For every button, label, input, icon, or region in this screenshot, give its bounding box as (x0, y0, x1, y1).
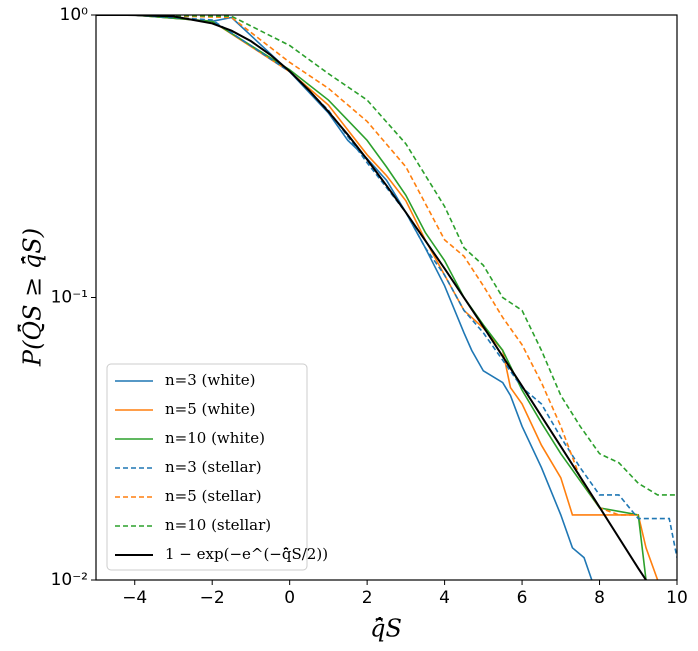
x-tick-label: 0 (284, 588, 295, 608)
plot-lines (96, 15, 677, 580)
series-line (96, 15, 647, 580)
legend-label: n=10 (stellar) (165, 516, 271, 534)
x-tick-label: 2 (362, 588, 373, 608)
legend-label: n=10 (white) (165, 429, 265, 447)
legend-box (106, 363, 308, 571)
legend-label: 1 − exp(−e^(−q̂̄S/2)) (165, 545, 328, 563)
legend-label: n=3 (white) (165, 371, 255, 389)
legend-label: n=5 (stellar) (165, 487, 262, 505)
x-tick-label: 10 (666, 588, 688, 608)
y-tick-label: 10⁻² (51, 570, 88, 590)
series-line (96, 15, 659, 580)
x-axis-label: q̂̄S (370, 615, 402, 643)
x-tick-label: 8 (594, 588, 605, 608)
y-tick-label: 10⁰ (60, 5, 89, 25)
x-tick-label: −2 (200, 588, 225, 608)
x-tick-label: 4 (439, 588, 450, 608)
legend-label: n=5 (white) (165, 400, 255, 418)
legend-label: n=3 (stellar) (165, 458, 262, 476)
x-tick-label: 6 (517, 588, 528, 608)
series-line (96, 15, 647, 580)
x-tick-label: −4 (122, 588, 147, 608)
y-axis-label: P(Q̂̄S ≥ q̂̄S) (18, 228, 46, 367)
y-tick-label: 10⁻¹ (51, 288, 88, 308)
series-line (96, 15, 677, 496)
